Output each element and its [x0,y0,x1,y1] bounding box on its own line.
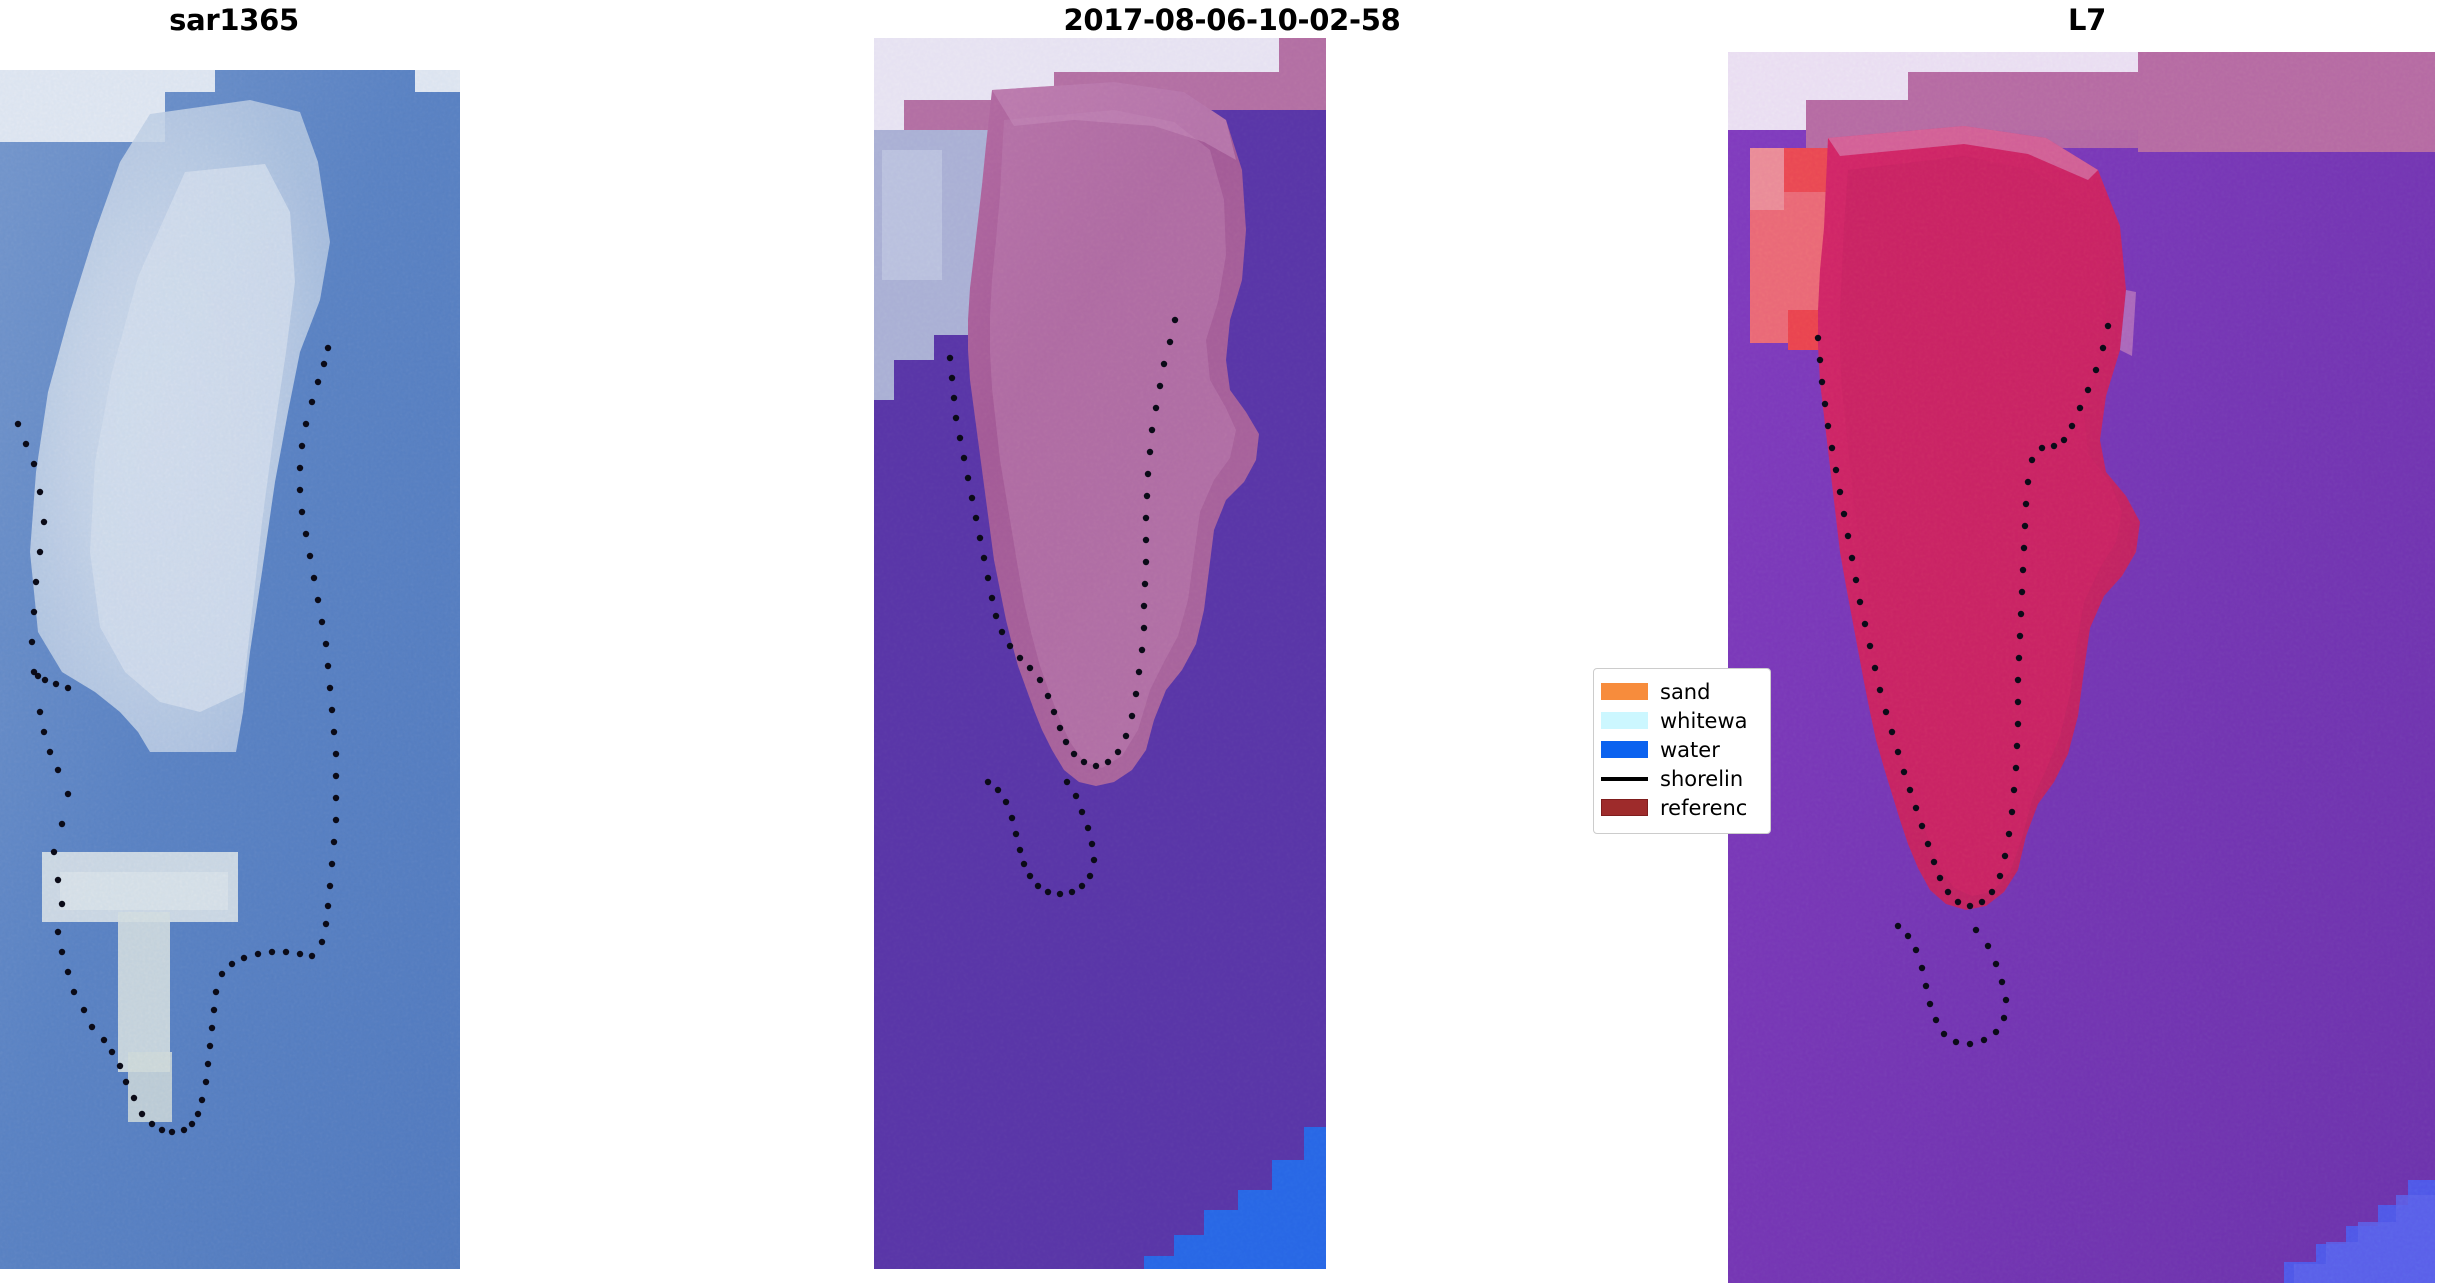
legend-label-water: water [1660,737,1720,762]
panel-title-classified: 2017-08-06-10-02-58 [1063,3,1401,37]
panel-l7-raster[interactable] [1728,30,2435,1283]
legend-entry-water[interactable]: water [1594,735,1770,764]
l7-pixel-noise [1728,52,2435,1283]
l7-image [1728,52,2435,1283]
sar-image [0,70,460,1269]
reference-swatch-icon [1601,799,1648,816]
classified-pixel-noise [874,38,1326,1269]
l7-shoreline-dots [1814,322,2112,1048]
panel-title-sar: sar1365 [169,3,299,37]
sar-shoreline-dots [14,344,340,1136]
sand-swatch-icon [1601,683,1648,700]
panel-title-l7: L7 [2067,3,2107,37]
legend-label-shoreline: shorelin [1660,766,1744,791]
legend-label-whitewater: whitewa [1660,708,1748,733]
water-swatch-icon [1601,741,1648,758]
sar-pixel-noise [0,70,460,1269]
legend-label-sand: sand [1660,679,1711,704]
classified-image [874,38,1326,1269]
shoreline-line-icon [1601,776,1648,781]
legend-entry-shoreline[interactable]: shorelin [1594,764,1770,793]
legend-entry-reference[interactable]: referenc [1594,793,1770,822]
legend-entry-sand[interactable]: sand [1594,677,1770,706]
classified-shoreline-dots [946,316,1179,898]
whitewater-swatch-icon [1601,712,1648,729]
panel-sar-raster[interactable] [0,52,718,1269]
legend-label-reference: referenc [1660,795,1748,820]
panel-classified-raster[interactable] [874,30,1576,1269]
legend-box[interactable]: sand whitewa water shorelin referenc [1593,668,1771,834]
legend-entry-whitewater[interactable]: whitewa [1594,706,1770,735]
